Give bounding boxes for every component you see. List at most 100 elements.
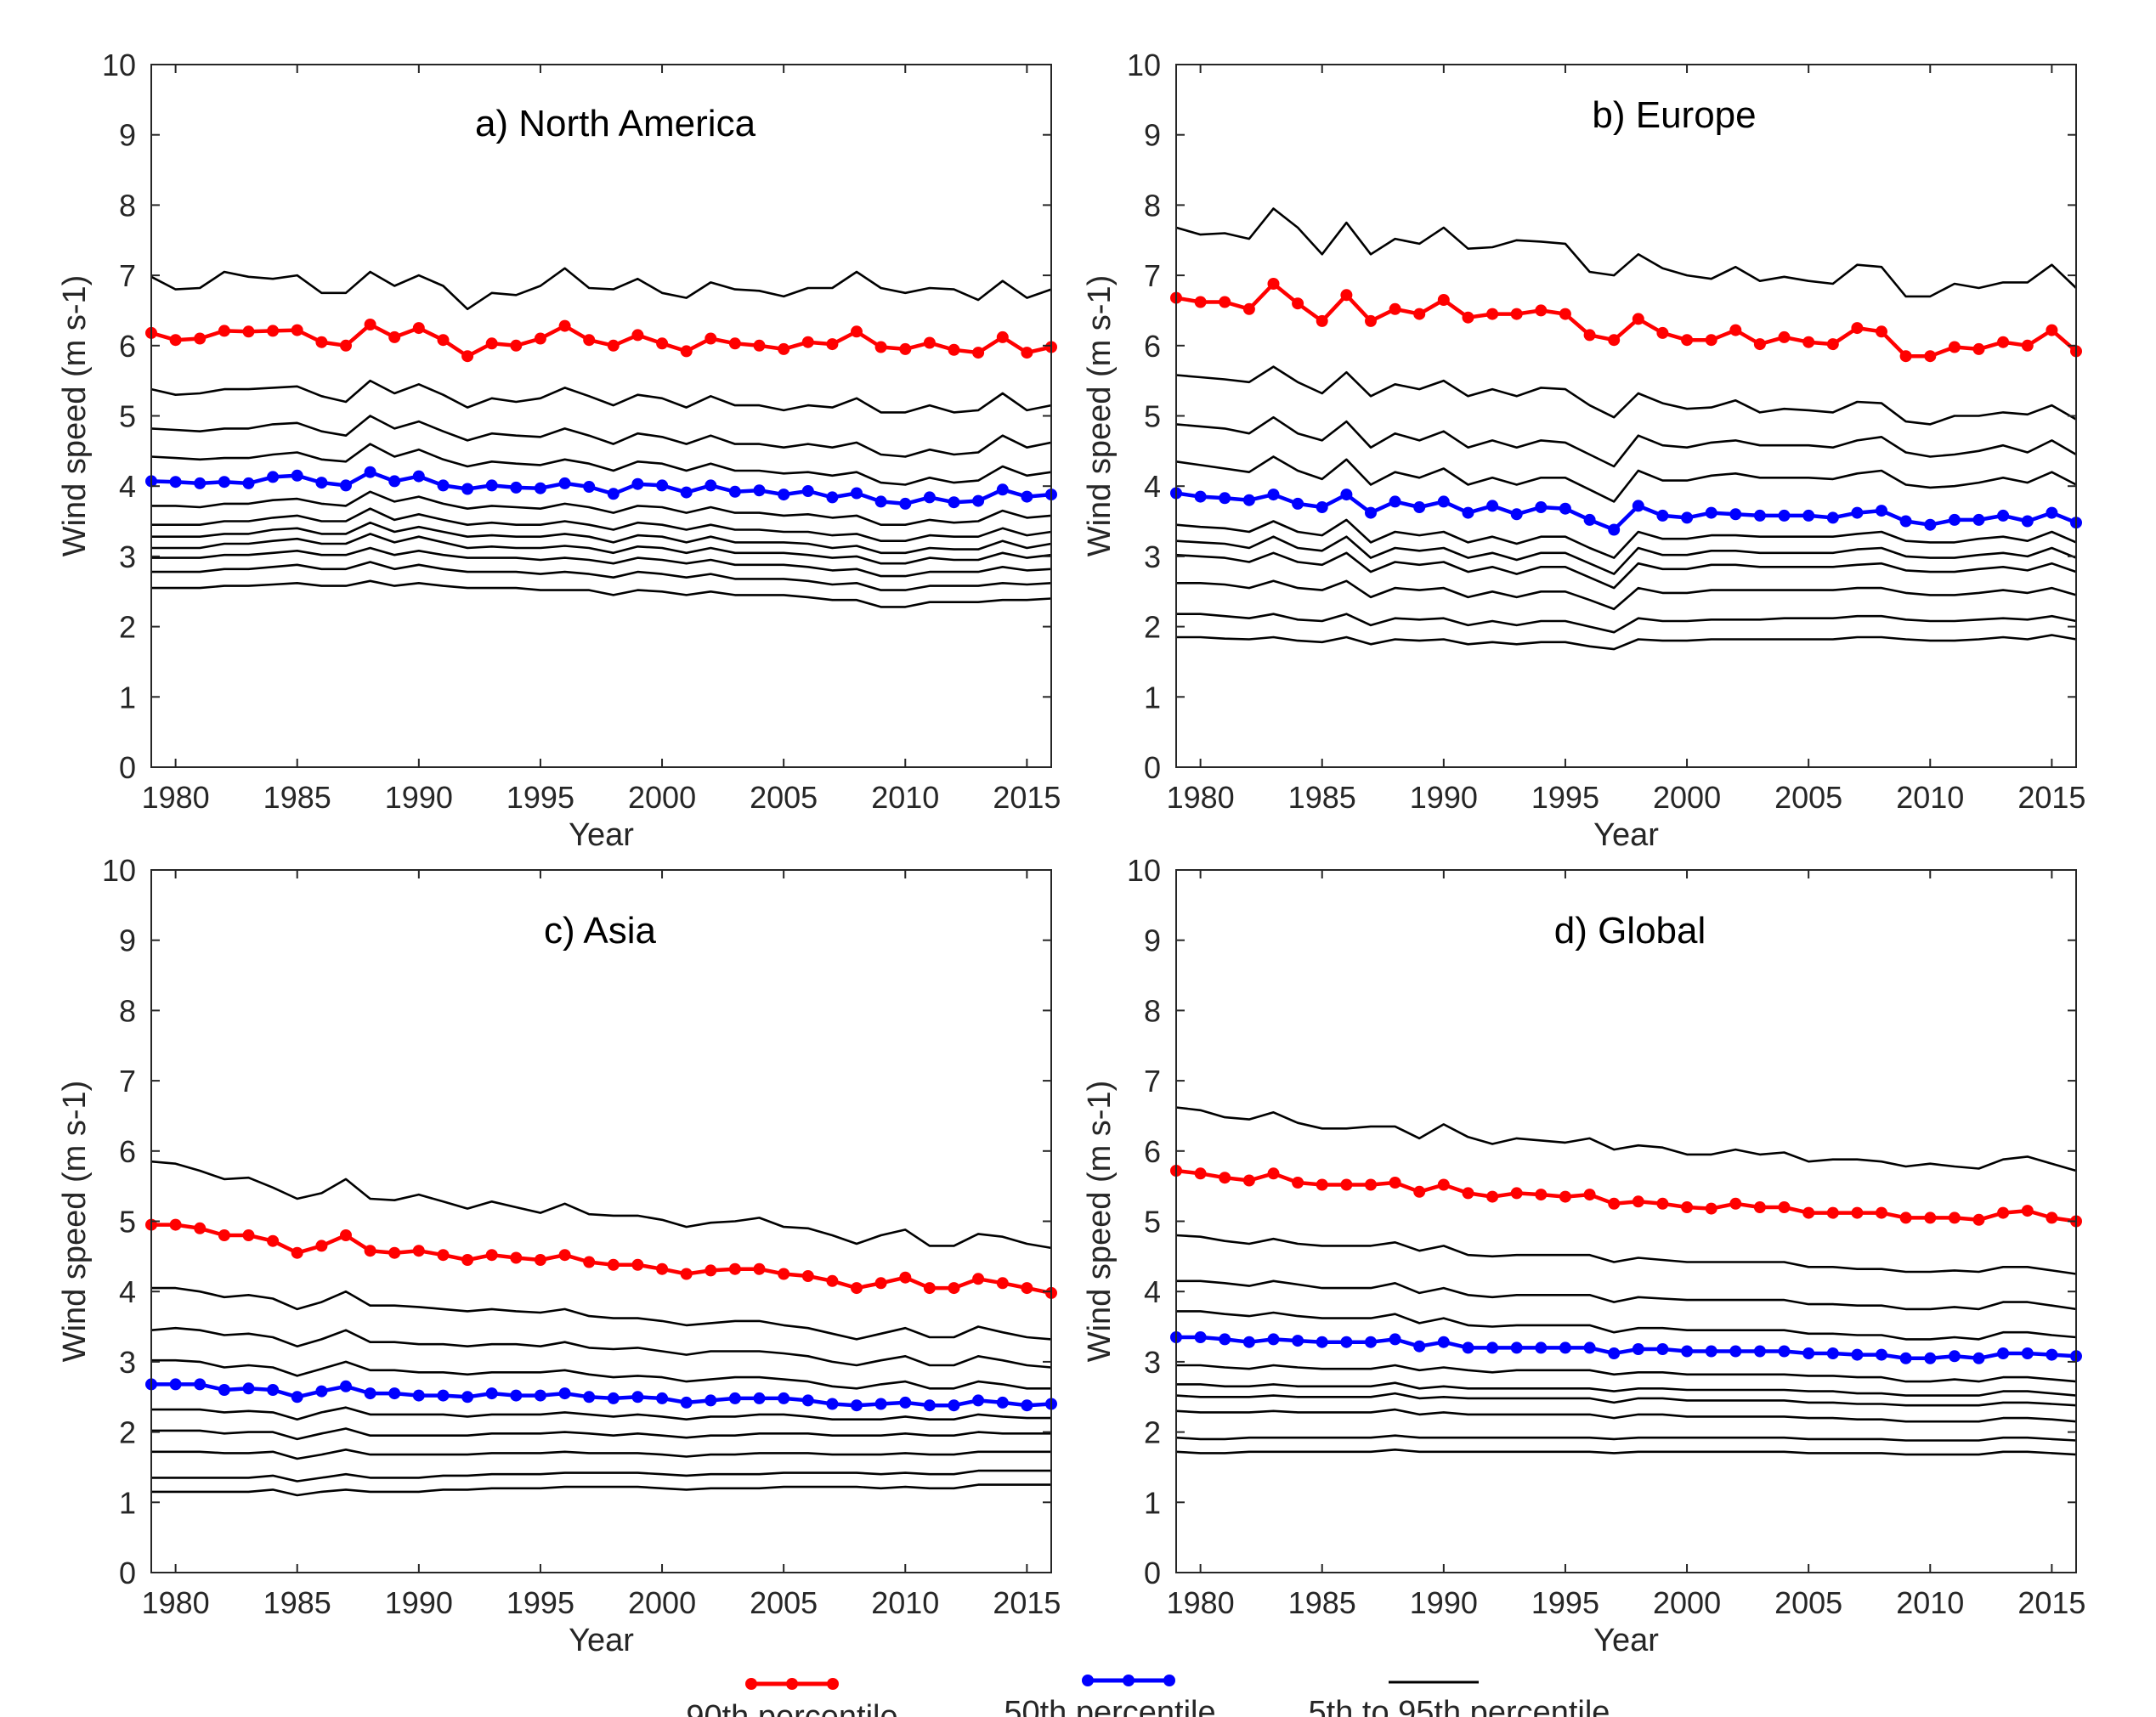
- percentile-line: [1175, 1234, 2077, 1275]
- percentile-line: [1176, 1381, 2077, 1397]
- x-tick-label: 1980: [1167, 1585, 1235, 1620]
- data-point-p50: [242, 477, 255, 489]
- data-point-p50: [1219, 492, 1231, 505]
- data-point-p90: [194, 1222, 207, 1234]
- data-point-p50: [388, 1387, 401, 1400]
- data-point-p90: [1437, 294, 1450, 306]
- y-tick-label: 7: [119, 258, 136, 293]
- data-point-p50: [1292, 497, 1304, 510]
- data-point-p50: [607, 1392, 620, 1404]
- data-point-p90: [631, 1258, 644, 1271]
- data-point-p50: [534, 482, 546, 494]
- data-point-p50: [218, 1384, 230, 1396]
- data-point-p90: [534, 332, 546, 345]
- y-tick-label: 8: [1144, 993, 1161, 1028]
- data-point-p90: [1389, 302, 1401, 315]
- data-point-p50: [437, 479, 450, 492]
- y-tick-label: 9: [119, 118, 136, 153]
- percentile-line: [1175, 1449, 2077, 1456]
- data-point-p50: [1194, 490, 1207, 503]
- y-tick-label: 4: [1144, 1274, 1161, 1309]
- data-point-p90: [2046, 324, 2058, 336]
- data-point-p90: [485, 337, 498, 350]
- data-point-p90: [1924, 1212, 1937, 1224]
- data-point-p90: [1778, 1201, 1791, 1213]
- data-point-p50: [2021, 1347, 2034, 1359]
- x-tick-label: 1985: [263, 1585, 331, 1620]
- data-point-p50: [485, 479, 498, 492]
- x-tick-label: 2005: [1774, 780, 1842, 815]
- legend-marker-p90: [745, 1678, 757, 1690]
- data-point-p50: [1437, 1336, 1450, 1348]
- data-point-p50: [364, 466, 376, 478]
- x-tick-label: 2015: [993, 780, 1061, 815]
- data-point-p50: [801, 485, 814, 497]
- y-tick-label: 6: [119, 329, 136, 364]
- data-point-p90: [461, 350, 474, 363]
- data-point-p50: [1802, 1347, 1815, 1359]
- data-point-p50: [1413, 501, 1426, 513]
- data-point-p50: [728, 1392, 741, 1404]
- data-point-p90: [631, 329, 644, 342]
- data-point-p90: [1924, 350, 1937, 363]
- x-tick-label: 1985: [1288, 780, 1356, 815]
- y-tick-label: 5: [1144, 399, 1161, 434]
- data-point-p50: [1242, 494, 1255, 506]
- data-point-p90: [680, 345, 693, 358]
- data-point-p50: [1510, 1341, 1523, 1354]
- data-point-p90: [1535, 1189, 1548, 1201]
- data-point-p90: [437, 334, 450, 347]
- data-point-p90: [1559, 1190, 1571, 1203]
- x-axis-title: Year: [569, 817, 634, 853]
- x-tick-label: 1990: [385, 1585, 453, 1620]
- percentile-line: [150, 1326, 1052, 1369]
- y-tick-label: 0: [119, 1556, 136, 1590]
- data-point-p50: [753, 484, 766, 497]
- data-point-p50: [1316, 1336, 1328, 1348]
- data-point-p90: [1753, 338, 1766, 351]
- data-point-p90: [1899, 350, 1912, 363]
- percentile-line: [1175, 535, 2077, 575]
- x-tick-label: 1995: [506, 1585, 574, 1620]
- data-point-p90: [267, 1234, 280, 1247]
- data-point-p50: [194, 1378, 207, 1391]
- data-point-p90: [753, 339, 766, 352]
- data-point-p90: [340, 1229, 352, 1241]
- data-point-p50: [558, 477, 571, 489]
- data-point-p50: [169, 1378, 182, 1391]
- y-tick-label: 0: [119, 750, 136, 785]
- data-point-p50: [1705, 506, 1717, 519]
- percentile-line: [151, 533, 1052, 565]
- data-point-p90: [388, 1246, 401, 1259]
- x-tick-label: 2015: [2017, 780, 2085, 815]
- data-point-p90: [169, 1218, 182, 1231]
- y-tick-label: 1: [119, 680, 136, 714]
- data-point-p50: [1413, 1340, 1426, 1353]
- data-point-p50: [972, 494, 985, 507]
- x-tick-label: 2010: [871, 780, 939, 815]
- data-point-p90: [583, 334, 596, 347]
- data-point-p90: [1997, 336, 2010, 348]
- data-point-p90: [194, 332, 207, 345]
- y-tick-label: 1: [1144, 1485, 1161, 1520]
- data-point-p90: [1681, 334, 1694, 347]
- data-point-p50: [1778, 509, 1791, 522]
- data-point-p90: [1608, 334, 1621, 347]
- data-point-p90: [1437, 1178, 1450, 1191]
- data-point-p50: [388, 475, 401, 488]
- x-tick-label: 1985: [263, 780, 331, 815]
- y-tick-label: 2: [119, 1415, 136, 1450]
- data-point-p90: [705, 1264, 717, 1277]
- percentile-line: [150, 415, 1052, 458]
- x-tick-label: 2010: [1896, 1585, 1964, 1620]
- data-point-p50: [1681, 1345, 1694, 1358]
- data-point-p50: [1656, 1343, 1669, 1355]
- data-point-p50: [851, 1399, 863, 1412]
- data-point-p50: [948, 1399, 960, 1412]
- y-tick-label: 4: [119, 1274, 136, 1309]
- data-point-p50: [923, 1399, 936, 1412]
- legend: 90th percentile 50th percentile 5th to 9…: [686, 1675, 1610, 1717]
- data-point-p50: [1851, 506, 1864, 519]
- data-point-p90: [1413, 308, 1426, 320]
- y-tick-label: 10: [1127, 853, 1161, 888]
